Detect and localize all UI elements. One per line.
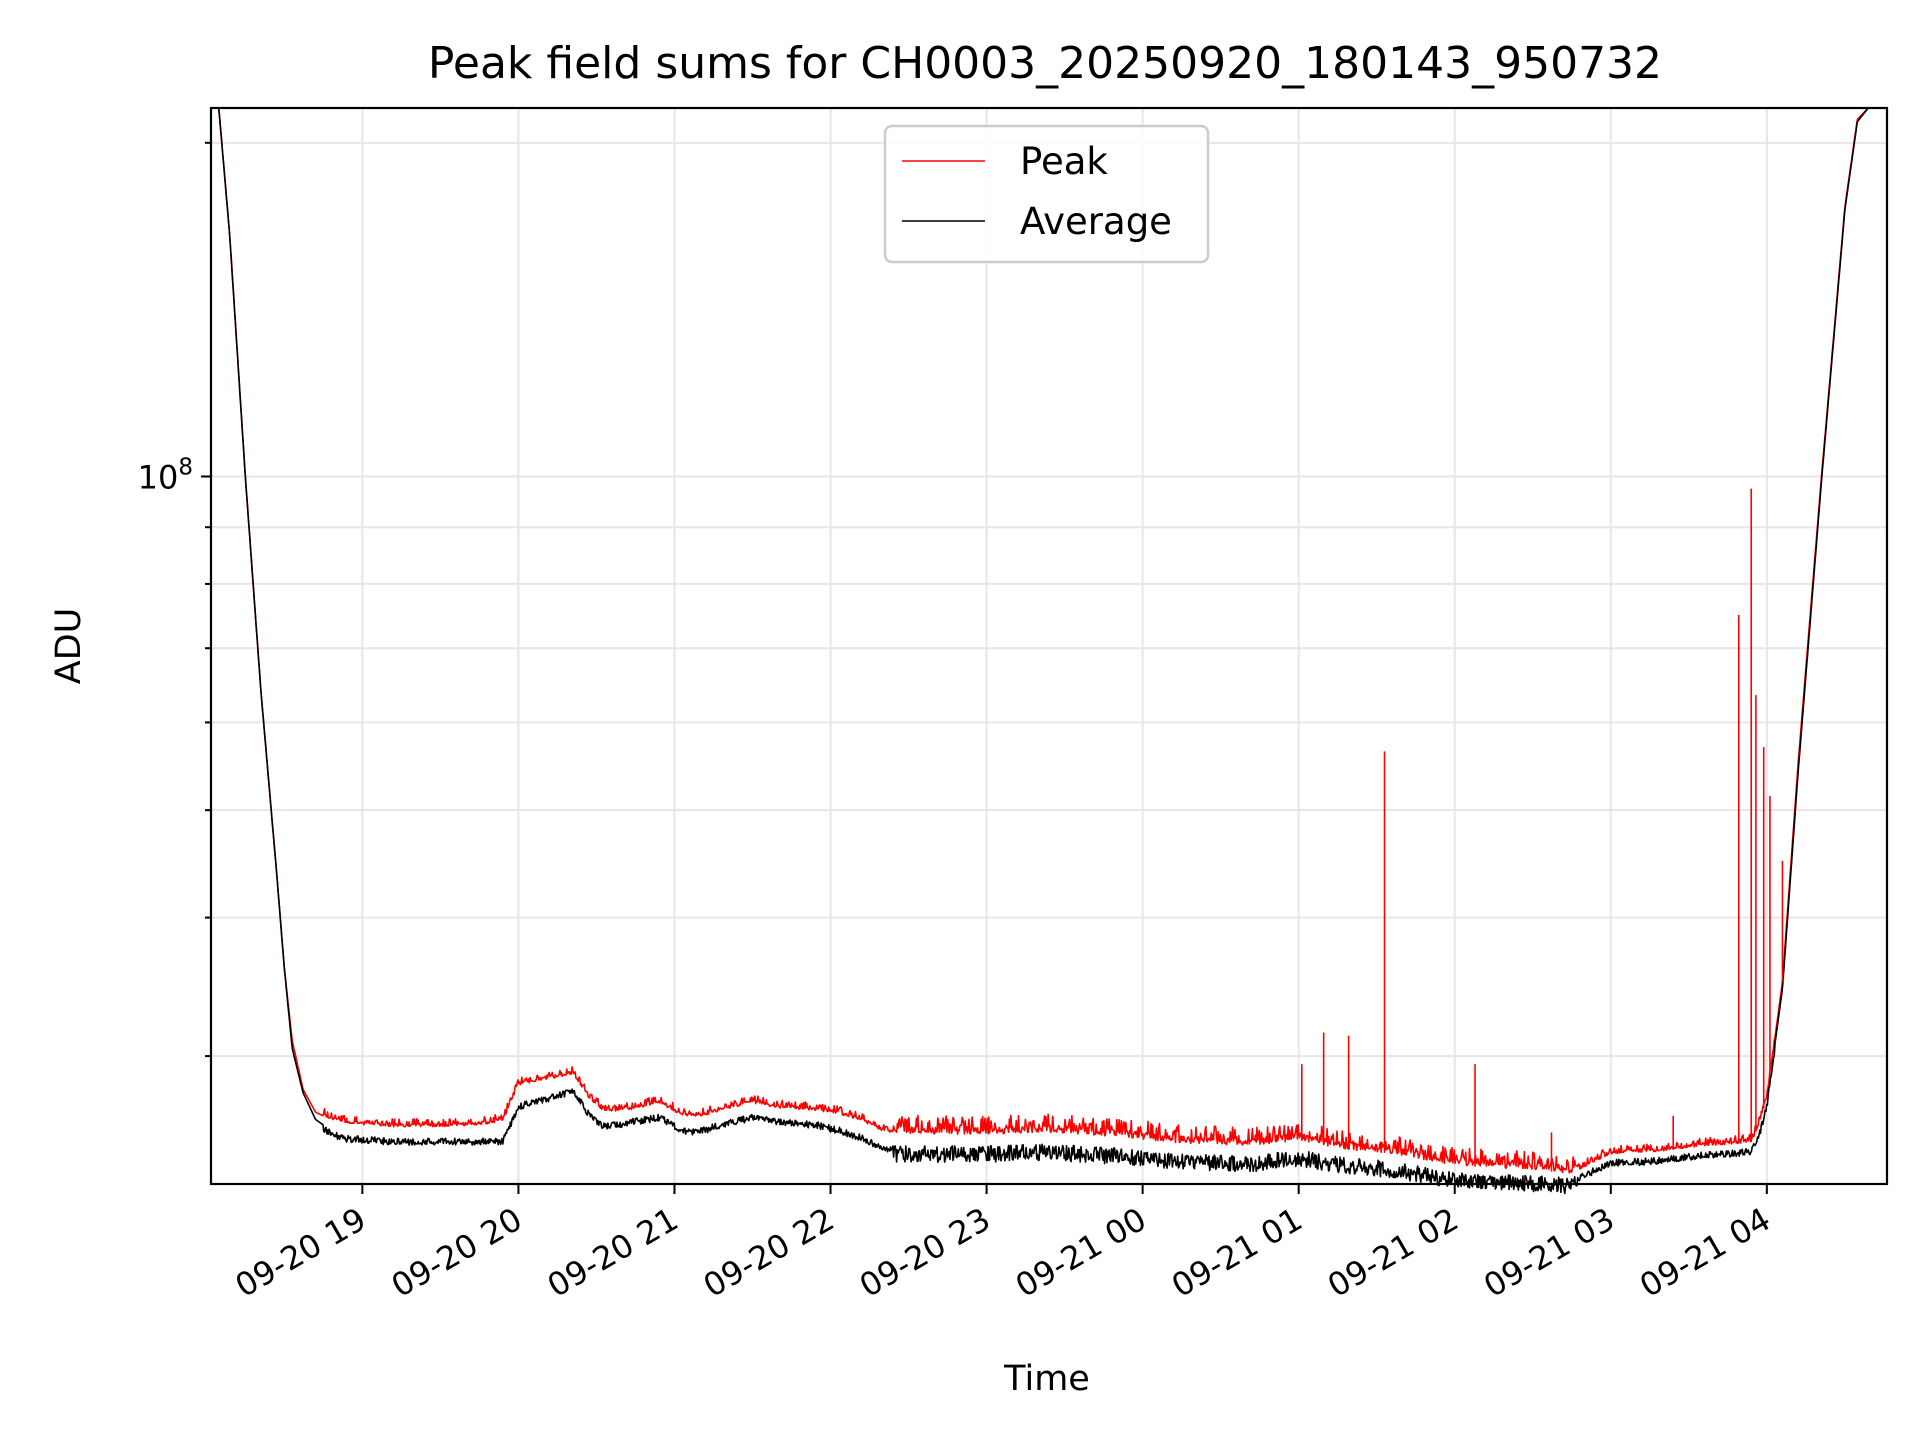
series-line-average (211, 107, 1887, 1195)
series-layer (211, 107, 1887, 1195)
y-tick-label: 108 (138, 454, 193, 496)
legend: Peak Average (883, 124, 1210, 264)
grid (211, 108, 1887, 1184)
y-axis-label: ADU (49, 608, 89, 685)
legend-label-average: Average (1020, 200, 1172, 243)
x-axis-label: Time (1003, 1359, 1090, 1399)
legend-box (883, 124, 1210, 264)
plot-frame (209, 106, 1889, 1186)
y-tick-exponent: 8 (178, 454, 193, 480)
series-line-peak (211, 107, 1887, 1174)
legend-label-peak: Peak (1020, 140, 1108, 183)
chart-title: Peak field sums for CH0003_20250920_1801… (428, 38, 1662, 89)
y-tick-base: 10 (138, 458, 179, 496)
